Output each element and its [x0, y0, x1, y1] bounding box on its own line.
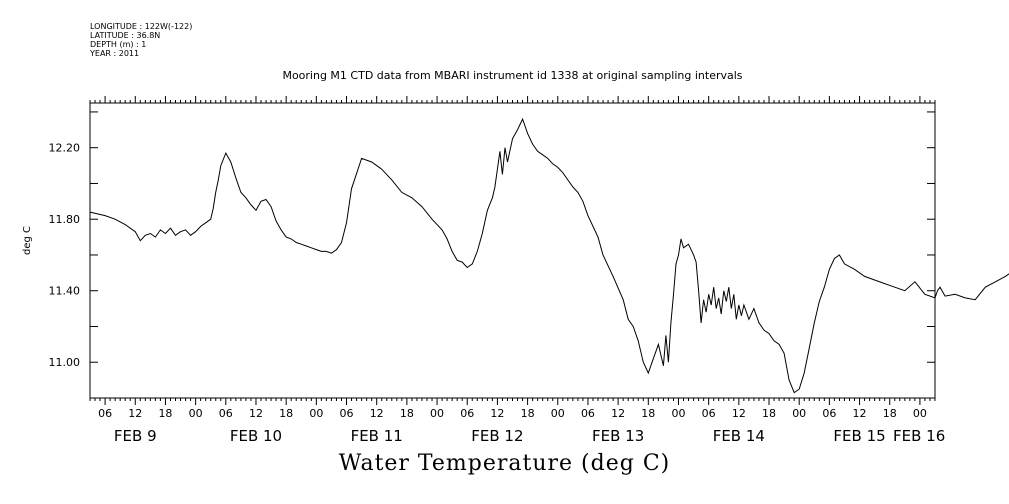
meta-latitude: LATITUDE : 36.8N — [90, 31, 161, 40]
x-day-label: FEB 12 — [471, 427, 523, 445]
x-tick-label: 18 — [279, 407, 293, 420]
x-tick-label: 12 — [128, 407, 142, 420]
x-tick-label: 12 — [732, 407, 746, 420]
x-tick-label: 00 — [309, 407, 323, 420]
x-tick-label: 12 — [611, 407, 625, 420]
meta-longitude: LONGITUDE : 122W(-122) — [90, 22, 193, 31]
chart-title: Mooring M1 CTD data from MBARI instrumen… — [282, 69, 743, 82]
x-tick-label: 00 — [189, 407, 203, 420]
meta-depth: DEPTH (m) : 1 — [90, 40, 147, 49]
x-day-label: FEB 13 — [592, 427, 644, 445]
y-tick-label: 11.80 — [49, 213, 81, 226]
axis-ticks — [89, 96, 936, 405]
x-tick-label: 18 — [400, 407, 414, 420]
x-axis-label: Water Temperature (deg C) — [338, 451, 671, 476]
x-day-label: FEB 10 — [230, 427, 282, 445]
x-tick-label: 12 — [853, 407, 867, 420]
x-tick-label: 12 — [490, 407, 504, 420]
x-tick-label: 06 — [702, 407, 716, 420]
data-series — [89, 117, 1009, 394]
x-day-label: FEB 11 — [351, 427, 403, 445]
y-tick-label: 11.00 — [49, 356, 81, 369]
x-tick-label: 18 — [641, 407, 655, 420]
x-tick-label: 00 — [671, 407, 685, 420]
x-tick-label: 06 — [340, 407, 354, 420]
x-tick-label: 18 — [883, 407, 897, 420]
x-tick-label: 18 — [521, 407, 535, 420]
meta-year: YEAR : 2011 — [90, 49, 140, 58]
x-day-label: FEB 15 — [833, 427, 885, 445]
x-tick-label: 12 — [249, 407, 263, 420]
x-day-label: FEB 16 — [893, 427, 945, 445]
x-tick-label: 00 — [792, 407, 806, 420]
tick-labels: 06 12 18 00 06 12 18 00 06 12 18 00 06 12 18 00 06 12 18 00… — [49, 142, 946, 445]
x-tick-label: 12 — [370, 407, 384, 420]
x-tick-label: 18 — [762, 407, 776, 420]
x-tick-label: 06 — [581, 407, 595, 420]
x-tick-label: 00 — [913, 407, 927, 420]
series-line — [89, 117, 1009, 394]
x-tick-label: 06 — [460, 407, 474, 420]
x-tick-label: 06 — [822, 407, 836, 420]
y-tick-label: 11.40 — [49, 285, 81, 298]
x-tick-label: 06 — [219, 407, 233, 420]
plot-metadata: LONGITUDE : 122W(-122) LATITUDE : 36.8N … — [90, 22, 192, 58]
x-tick-label: 06 — [98, 407, 112, 420]
x-tick-label: 18 — [158, 407, 172, 420]
x-day-label: FEB 14 — [713, 427, 765, 445]
y-tick-label: 12.20 — [49, 142, 81, 155]
x-tick-label: 00 — [430, 407, 444, 420]
x-tick-label: 00 — [551, 407, 565, 420]
x-day-label: FEB 9 — [114, 427, 157, 445]
